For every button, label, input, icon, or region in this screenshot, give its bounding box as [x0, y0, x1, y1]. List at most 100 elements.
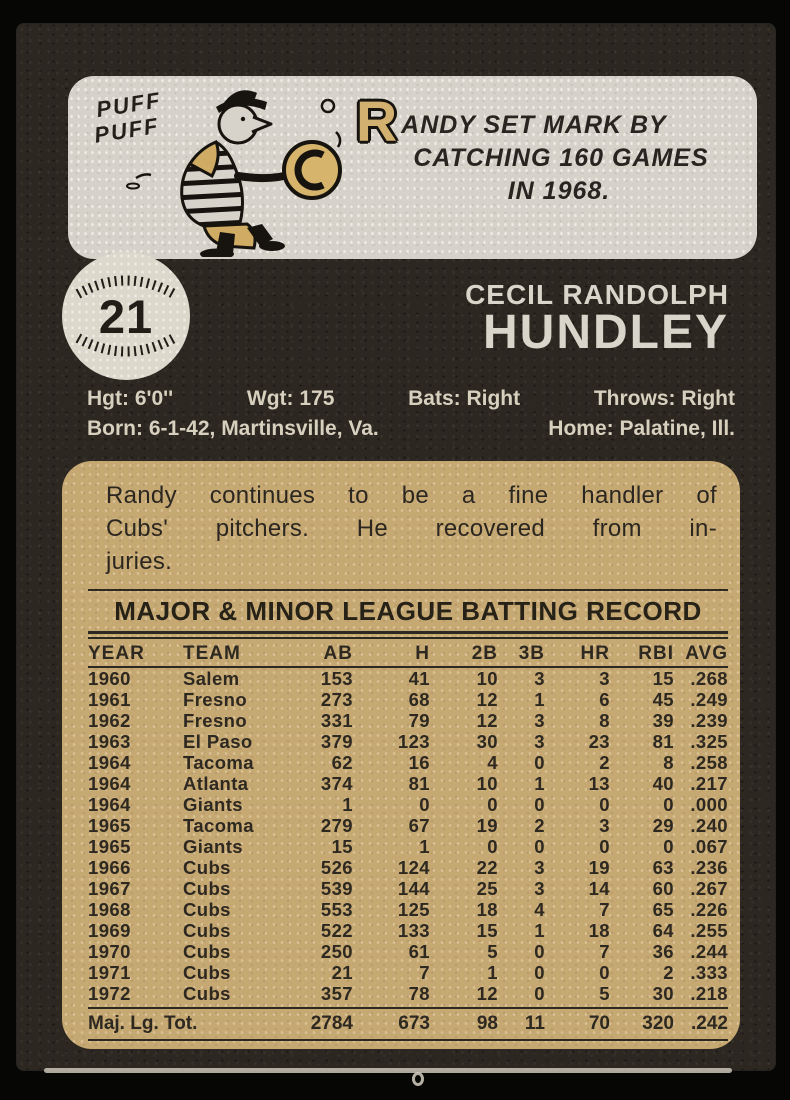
triples-cell: 0	[534, 983, 545, 1004]
rbi-cell: 39	[652, 710, 674, 731]
baseball-card-back: PUFF PUFF R ANDY SET MARK BY CATCHING 160…	[17, 24, 775, 1070]
hr-cell: 14	[588, 878, 610, 899]
vital-stats: Hgt: 6'0'' Wgt: 175 Bats: Right Throws: …	[87, 384, 735, 444]
hr-cell: 0	[599, 794, 610, 815]
ab-cell: 153	[320, 668, 353, 689]
triples-cell: 4	[534, 899, 545, 920]
triples-cell: 0	[534, 941, 545, 962]
batting-row: 1961 Fresno 273 68 12 1 6 45 .249	[88, 689, 728, 710]
rbi-cell: 0	[663, 836, 674, 857]
player-surname: HUNDLEY	[482, 306, 729, 359]
year-cell: 1972	[88, 983, 131, 1004]
batting-row: 1968 Cubs 553 125 18 4 7 65 .226	[88, 899, 728, 920]
rbi-cell: 63	[652, 857, 674, 878]
year-cell: 1971	[88, 962, 131, 983]
rbi-cell: 65	[652, 899, 674, 920]
rbi-cell: 45	[652, 689, 674, 710]
card-bottom-edge	[44, 1068, 732, 1073]
h-cell: 81	[408, 773, 430, 794]
team-cell: Cubs	[183, 962, 231, 983]
batting-rows: 1960 Salem 153 41 10 3 3 15 .268 1961 Fr…	[88, 668, 728, 1004]
h-cell: 7	[419, 962, 430, 983]
year-cell: 1967	[88, 878, 131, 899]
team-cell: El Paso	[183, 731, 253, 752]
batting-row: 1967 Cubs 539 144 25 3 14 60 .267	[88, 878, 728, 899]
triples-cell: 2	[534, 815, 545, 836]
team-cell: Fresno	[183, 689, 248, 710]
bio-text: Randy continues to be a fine handler of …	[106, 479, 717, 578]
ab-cell: 539	[320, 878, 353, 899]
rbi-cell: 81	[652, 731, 674, 752]
year-cell: 1962	[88, 710, 131, 731]
hr-cell: 19	[588, 857, 610, 878]
ab-cell: 522	[320, 920, 353, 941]
hr-cell: 3	[599, 668, 610, 689]
caption-line3: IN 1968.	[507, 177, 611, 205]
h-cell: 67	[408, 815, 430, 836]
h-cell: 78	[408, 983, 430, 1004]
triples-cell: 0	[534, 836, 545, 857]
year-cell: 1968	[88, 899, 131, 920]
rbi-cell: 8	[663, 752, 674, 773]
vitals-line2: Born: 6-1-42, Martinsville, Va. Home: Pa…	[87, 414, 735, 444]
triples-cell: 0	[534, 962, 545, 983]
h-cell: 16	[408, 752, 430, 773]
h-cell: 123	[397, 731, 430, 752]
ab-cell: 279	[320, 815, 353, 836]
year-cell: 1961	[88, 689, 131, 710]
batting-header-row: YEAR TEAM AB H 2B 3B HR RBI AVG	[88, 641, 728, 666]
col-h: H	[415, 643, 430, 664]
height-stat: Hgt: 6'0''	[87, 387, 174, 410]
h-cell: 79	[408, 710, 430, 731]
total-label: Maj. Lg. Tot.	[88, 1013, 198, 1034]
batting-row: 1972 Cubs 357 78 12 0 5 30 .218	[88, 983, 728, 1004]
avg-cell: .239	[690, 710, 728, 731]
avg-cell: .236	[690, 857, 728, 878]
hr-cell: 2	[599, 752, 610, 773]
avg-cell: .258	[690, 752, 728, 773]
total-h: 673	[398, 1013, 430, 1034]
copyright-credit: ★ ★ ©T.C.G., PRTD. IN U.S.A.	[88, 1047, 728, 1070]
total-rbi: 320	[642, 1013, 674, 1034]
ab-cell: 526	[320, 857, 353, 878]
avg-cell: .218	[690, 983, 728, 1004]
born-stat: Born: 6-1-42, Martinsville, Va.	[87, 417, 379, 440]
batting-row: 1965 Tacoma 279 67 19 2 3 29 .240	[88, 815, 728, 836]
doubles-cell: 5	[487, 941, 498, 962]
hr-cell: 18	[588, 920, 610, 941]
doubles-cell: 30	[476, 731, 498, 752]
caption-line2: CATCHING 160 GAMES	[413, 144, 709, 172]
doubles-cell: 15	[476, 920, 498, 941]
baseball-number-icon: 21	[62, 252, 190, 380]
player-first-names: CECIL RANDOLPH	[465, 279, 729, 310]
triples-cell: 3	[534, 857, 545, 878]
bio-line2: Cubs' pitchers. He recovered from in-	[106, 515, 717, 542]
batting-row: 1964 Giants 1 0 0 0 0 0 .000	[88, 794, 728, 815]
avg-cell: .325	[690, 731, 728, 752]
doubles-cell: 22	[476, 857, 498, 878]
doubles-cell: 10	[476, 668, 498, 689]
bats-stat: Bats: Right	[408, 387, 521, 410]
rbi-cell: 15	[652, 668, 674, 689]
h-cell: 68	[408, 689, 430, 710]
triples-cell: 0	[534, 752, 545, 773]
triples-cell: 3	[534, 731, 545, 752]
triples-cell: 0	[534, 794, 545, 815]
h-cell: 125	[397, 899, 430, 920]
total-hr: 70	[588, 1013, 610, 1034]
h-cell: 133	[397, 920, 430, 941]
player-name: CECIL RANDOLPH HUNDLEY	[465, 279, 729, 359]
triples-cell: 3	[534, 878, 545, 899]
year-cell: 1965	[88, 836, 131, 857]
year-cell: 1969	[88, 920, 131, 941]
hr-cell: 0	[599, 962, 610, 983]
avg-cell: .217	[690, 773, 728, 794]
doubles-cell: 12	[476, 689, 498, 710]
doubles-cell: 4	[487, 752, 498, 773]
hr-cell: 8	[599, 710, 610, 731]
team-cell: Salem	[183, 668, 240, 689]
team-cell: Cubs	[183, 857, 231, 878]
batting-row: 1970 Cubs 250 61 5 0 7 36 .244	[88, 941, 728, 962]
year-cell: 1964	[88, 752, 131, 773]
doubles-cell: 12	[476, 710, 498, 731]
